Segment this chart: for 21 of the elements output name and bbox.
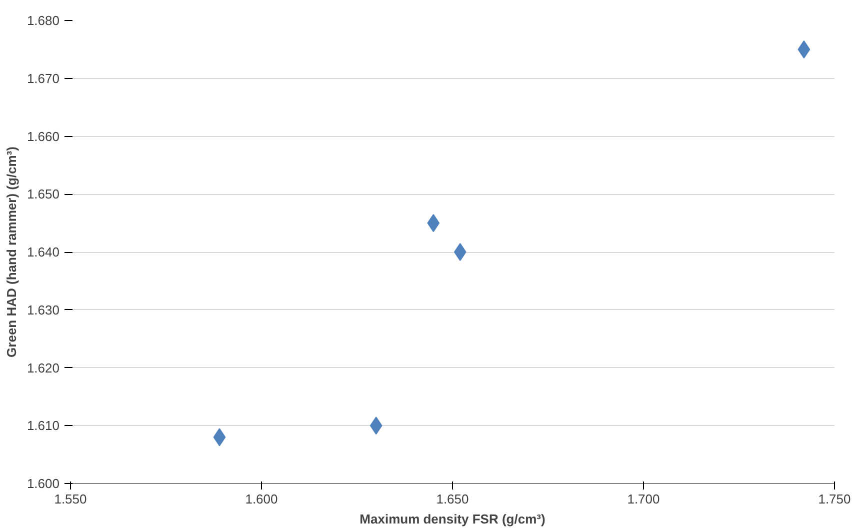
x-axis-title: Maximum density FSR (g/cm³)	[360, 512, 546, 526]
y-tick-label: 1.640	[26, 244, 60, 260]
y-tick-label: 1.680	[26, 13, 60, 28]
y-tick-label: 1.650	[26, 186, 60, 202]
x-tick-label: 1.700	[627, 492, 660, 506]
point	[427, 214, 440, 232]
y-axis-title: Green HAD (hand rammer) (g/cm³)	[4, 146, 19, 358]
y-tick-label: 1.630	[26, 302, 60, 318]
y-tick-label: 1.620	[26, 360, 60, 376]
x-tick-label: 1.550	[54, 492, 87, 506]
x-tick-label: 1.600	[245, 492, 278, 506]
y-tick-label: 1.610	[26, 418, 60, 434]
point	[370, 416, 382, 435]
y-tick-label: 1.660	[26, 128, 60, 144]
point	[798, 40, 810, 58]
point	[213, 428, 226, 446]
point	[454, 243, 466, 261]
x-tick-label: 1.650	[436, 492, 469, 506]
y-tick-label: 1.600	[26, 476, 60, 491]
x-tick-label: 1.750	[818, 492, 851, 506]
y-tick-label: 1.670	[26, 70, 60, 86]
